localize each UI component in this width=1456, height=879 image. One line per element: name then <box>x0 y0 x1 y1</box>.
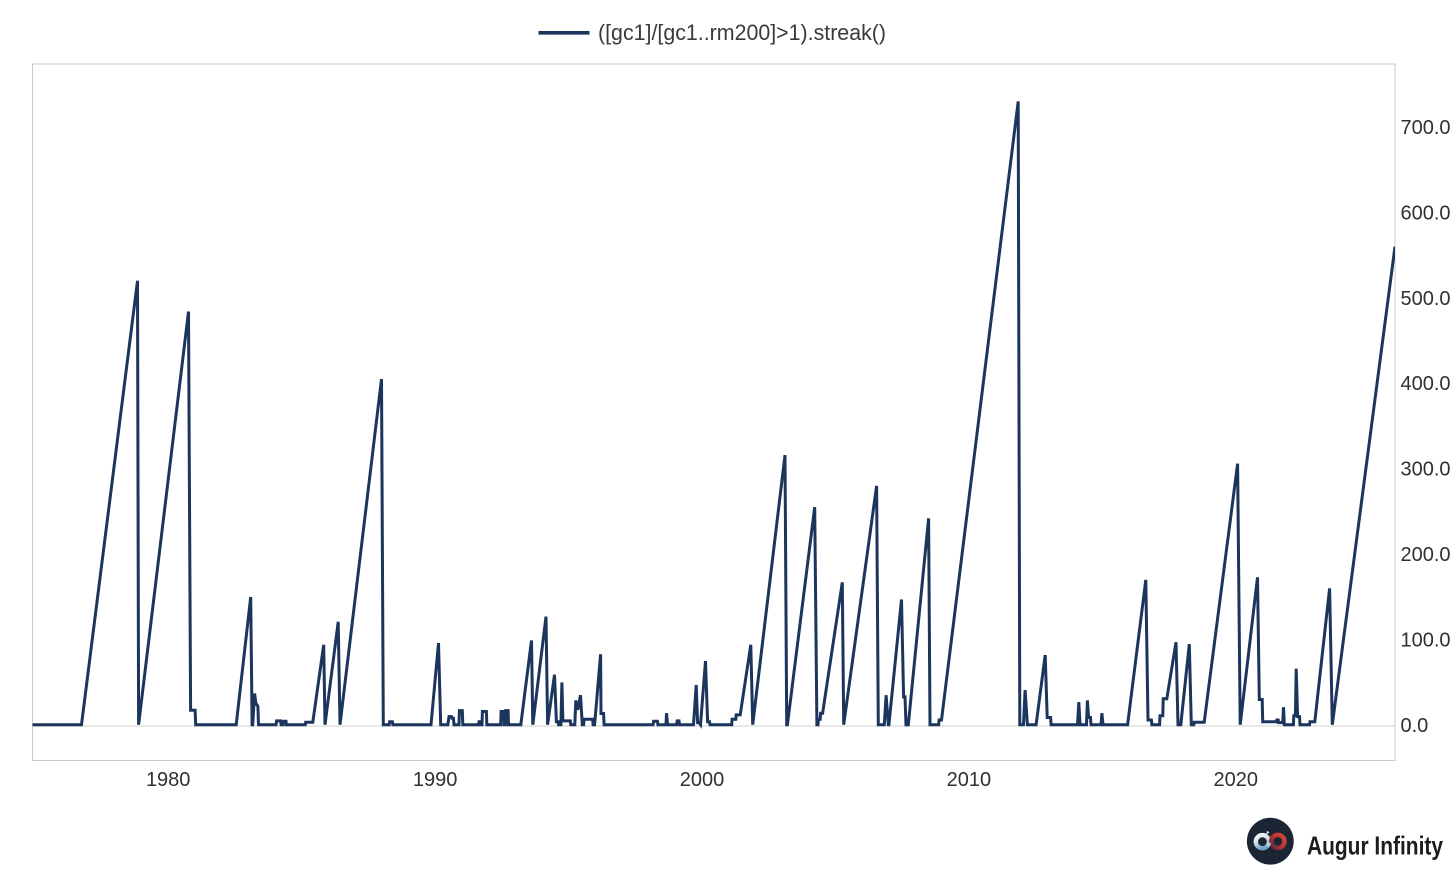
svg-text:2000: 2000 <box>680 769 725 791</box>
svg-text:Augur Infinity: Augur Infinity <box>1307 831 1443 861</box>
svg-text:500.0: 500.0 <box>1401 288 1451 310</box>
svg-text:([gc1]/[gc1..rm200]>1).streak(: ([gc1]/[gc1..rm200]>1).streak() <box>598 20 886 45</box>
svg-text:300.0: 300.0 <box>1401 459 1451 481</box>
svg-text:2010: 2010 <box>947 769 992 791</box>
svg-text:700.0: 700.0 <box>1401 117 1451 139</box>
svg-text:0.0: 0.0 <box>1401 715 1429 737</box>
svg-text:400.0: 400.0 <box>1401 373 1451 395</box>
svg-text:1990: 1990 <box>413 769 458 791</box>
svg-text:2020: 2020 <box>1214 769 1259 791</box>
svg-text:600.0: 600.0 <box>1401 202 1451 224</box>
svg-text:200.0: 200.0 <box>1401 544 1451 566</box>
svg-text:100.0: 100.0 <box>1401 630 1451 652</box>
svg-text:1980: 1980 <box>146 769 191 791</box>
